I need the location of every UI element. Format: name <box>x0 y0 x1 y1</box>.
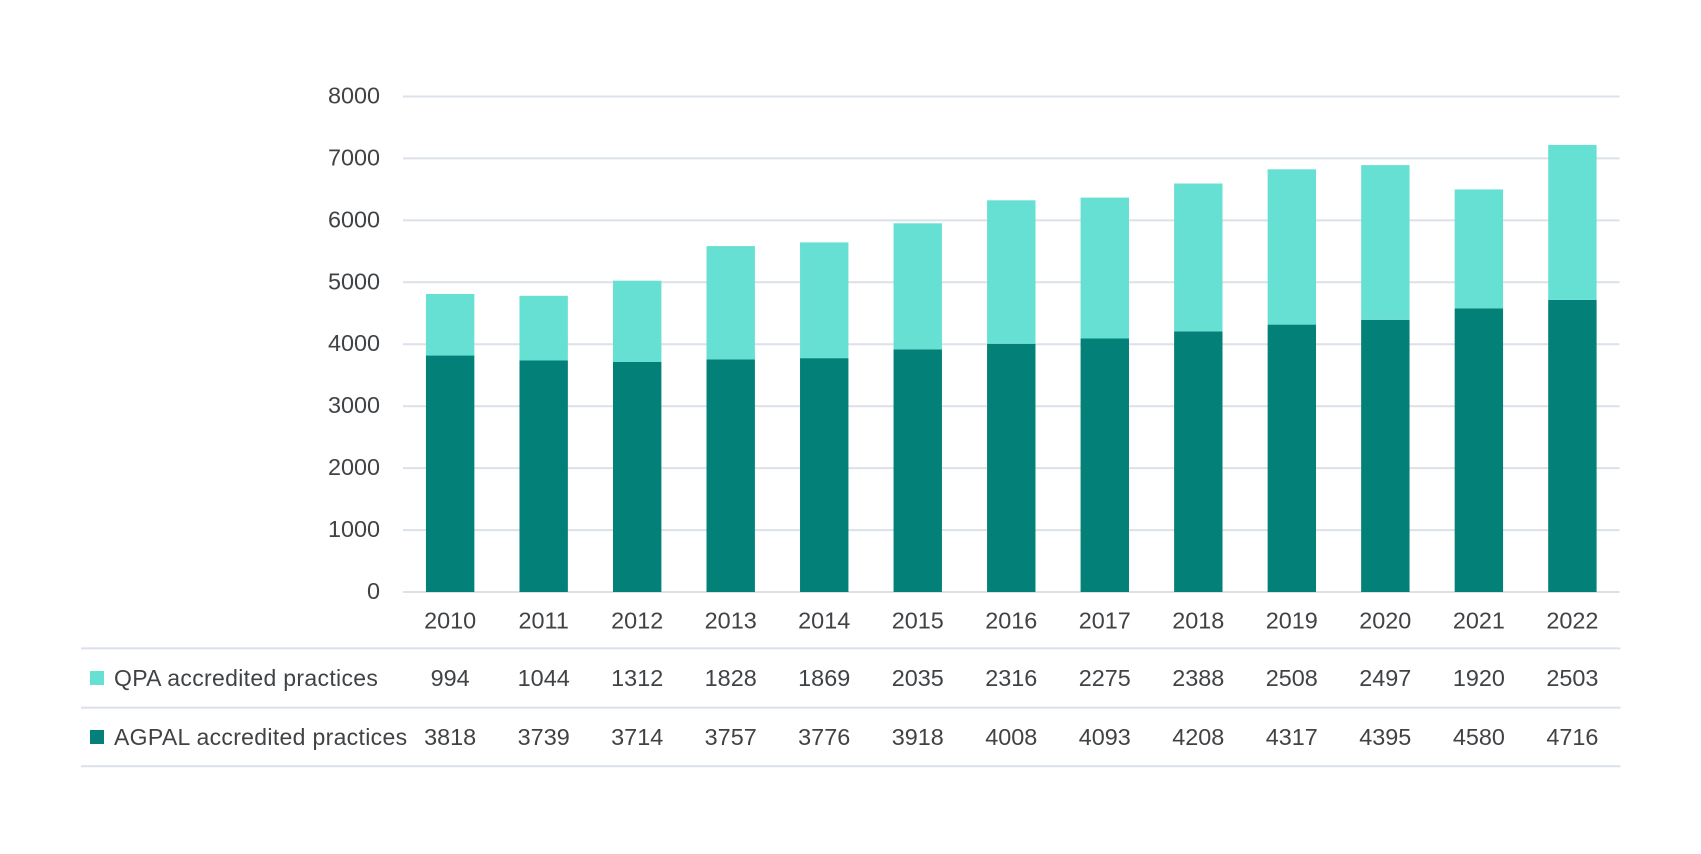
svg-text:4208: 4208 <box>1172 724 1224 750</box>
svg-text:2022: 2022 <box>1546 608 1598 634</box>
svg-text:2503: 2503 <box>1546 665 1598 691</box>
svg-text:2035: 2035 <box>892 665 944 691</box>
svg-text:4580: 4580 <box>1453 724 1505 750</box>
svg-text:2316: 2316 <box>985 665 1037 691</box>
svg-text:4317: 4317 <box>1266 724 1318 750</box>
svg-text:5000: 5000 <box>328 268 380 294</box>
svg-text:1828: 1828 <box>705 665 757 691</box>
svg-text:4395: 4395 <box>1359 724 1411 750</box>
svg-text:1000: 1000 <box>328 516 380 542</box>
svg-text:2010: 2010 <box>424 608 476 634</box>
svg-text:3714: 3714 <box>611 724 663 750</box>
svg-text:2011: 2011 <box>519 608 569 634</box>
svg-text:994: 994 <box>431 665 470 691</box>
svg-text:2015: 2015 <box>892 608 944 634</box>
svg-text:4000: 4000 <box>328 330 380 356</box>
svg-text:2012: 2012 <box>611 608 663 634</box>
svg-text:4008: 4008 <box>985 724 1037 750</box>
svg-text:2020: 2020 <box>1359 608 1411 634</box>
svg-text:1920: 1920 <box>1453 665 1505 691</box>
svg-text:3818: 3818 <box>424 724 476 750</box>
svg-text:2018: 2018 <box>1172 608 1224 634</box>
svg-text:2275: 2275 <box>1079 665 1131 691</box>
svg-text:3757: 3757 <box>705 724 757 750</box>
svg-text:3000: 3000 <box>328 392 380 418</box>
svg-text:6000: 6000 <box>328 206 380 232</box>
svg-text:0: 0 <box>367 578 380 604</box>
svg-text:2019: 2019 <box>1266 608 1318 634</box>
svg-text:1869: 1869 <box>798 665 850 691</box>
svg-text:2016: 2016 <box>985 608 1037 634</box>
svg-text:7000: 7000 <box>328 144 380 170</box>
svg-text:2508: 2508 <box>1266 665 1318 691</box>
svg-text:2014: 2014 <box>798 608 850 634</box>
svg-text:4093: 4093 <box>1079 724 1131 750</box>
svg-text:4716: 4716 <box>1546 724 1598 750</box>
svg-text:2017: 2017 <box>1079 608 1131 634</box>
svg-text:2000: 2000 <box>328 454 380 480</box>
svg-text:QPA accredited practices: QPA accredited practices <box>114 665 378 691</box>
svg-text:2388: 2388 <box>1172 665 1224 691</box>
svg-text:2013: 2013 <box>705 608 757 634</box>
svg-text:2021: 2021 <box>1453 608 1505 634</box>
svg-text:AGPAL accredited practices: AGPAL accredited practices <box>114 724 407 750</box>
svg-text:1044: 1044 <box>518 665 570 691</box>
svg-text:3776: 3776 <box>798 724 850 750</box>
svg-text:3739: 3739 <box>518 724 570 750</box>
svg-text:3918: 3918 <box>892 724 944 750</box>
svg-text:1312: 1312 <box>611 665 663 691</box>
svg-text:8000: 8000 <box>328 83 380 109</box>
svg-text:2497: 2497 <box>1359 665 1411 691</box>
